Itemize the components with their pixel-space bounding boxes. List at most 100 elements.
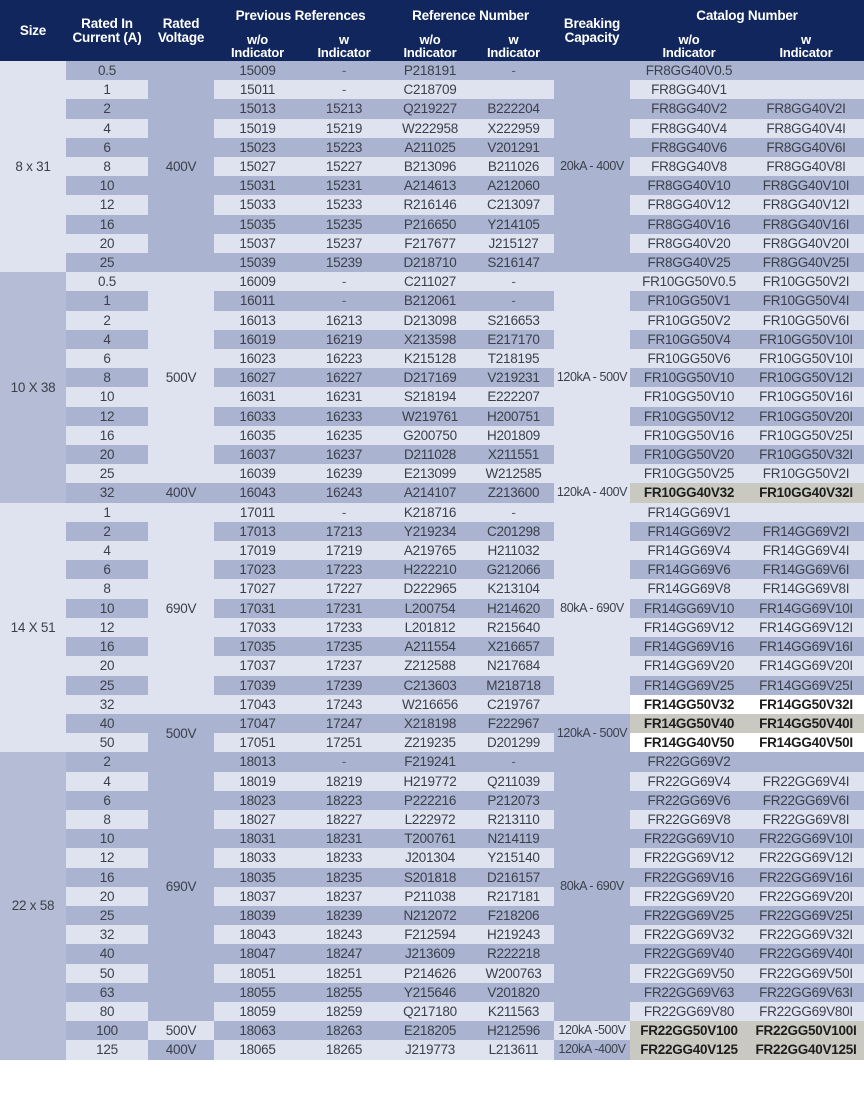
reference-number-wo-indicator-cell: X213598 bbox=[387, 329, 473, 350]
table-row: 10 15031 15231 A214613 A212060 FR8GG40V10 FR8G… bbox=[0, 176, 864, 196]
reference-number-w-indicator-cell: H200751 bbox=[473, 406, 554, 426]
previous-ref-w-indicator-cell: 16235 bbox=[301, 425, 387, 446]
rated-current-cell: 8 bbox=[66, 157, 148, 177]
previous-ref-wo-indicator-cell: 16037 bbox=[214, 445, 301, 465]
table-row: 12 18033 18233 J201304 Y215140 FR22GG69V12 FR2… bbox=[0, 848, 864, 868]
rated-current-cell: 63 bbox=[66, 982, 148, 1002]
previous-ref-w-indicator-cell: 16227 bbox=[301, 368, 387, 388]
catalog-w-indicator-cell: FR10GG50V25I bbox=[748, 425, 864, 446]
reference-number-w-indicator-cell: - bbox=[473, 272, 554, 292]
catalog-wo-indicator-cell: FR14GG69V2 bbox=[630, 521, 748, 542]
header-prev-wo-line2: Indicator bbox=[230, 45, 285, 60]
header-rated-voltage-line1: Rated bbox=[162, 15, 200, 31]
reference-number-wo-indicator-cell: W219761 bbox=[387, 406, 473, 426]
catalog-w-indicator-cell: FR22GG69V6I bbox=[748, 790, 864, 810]
rated-voltage-cell: 500V bbox=[148, 272, 214, 484]
rated-current-cell: 2 bbox=[66, 310, 148, 330]
previous-ref-wo-indicator-cell: 15023 bbox=[214, 137, 301, 158]
reference-number-w-indicator-cell: K211563 bbox=[473, 1001, 554, 1022]
reference-number-wo-indicator-cell: C218709 bbox=[387, 80, 473, 100]
table-row: 6 15023 15223 A211025 V201291 FR8GG40V6 FR8GG4… bbox=[0, 137, 864, 158]
table-row: 20 17037 17237 Z212588 N217684 FR14GG69V20 FR1… bbox=[0, 656, 864, 676]
rated-current-cell: 10 bbox=[66, 829, 148, 849]
previous-ref-wo-indicator-cell: 15037 bbox=[214, 233, 301, 254]
previous-ref-wo-indicator-cell: 18047 bbox=[214, 944, 301, 964]
reference-number-w-indicator-cell: S216147 bbox=[473, 253, 554, 273]
catalog-w-indicator-cell: FR10GG50V20I bbox=[748, 406, 864, 426]
catalog-wo-indicator-cell: FR22GG69V40 bbox=[630, 944, 748, 964]
table-row: 25 17039 17239 C213603 M218718 FR14GG69V25 FR1… bbox=[0, 675, 864, 695]
header-ref-w-line1: w bbox=[508, 31, 519, 47]
catalog-wo-indicator-cell: FR14GG69V25 bbox=[630, 675, 748, 695]
previous-ref-wo-indicator-cell: 16013 bbox=[214, 310, 301, 330]
catalog-w-indicator-cell: FR14GG40V50I bbox=[748, 733, 864, 753]
reference-number-wo-indicator-cell: Z212588 bbox=[387, 656, 473, 676]
reference-number-w-indicator-cell: E222207 bbox=[473, 387, 554, 407]
catalog-w-indicator-cell: FR8GG40V12I bbox=[748, 195, 864, 215]
table-row: 12 17033 17233 L201812 R215640 FR14GG69V12 FR1… bbox=[0, 617, 864, 638]
reference-number-w-indicator-cell: H212596 bbox=[473, 1021, 554, 1041]
reference-number-w-indicator-cell: J215127 bbox=[473, 233, 554, 254]
table-row: 25 18039 18239 N212072 F218206 FR22GG69V25 FR2… bbox=[0, 905, 864, 926]
previous-ref-w-indicator-cell: 16213 bbox=[301, 310, 387, 330]
reference-number-w-indicator-cell: C219767 bbox=[473, 694, 554, 714]
previous-ref-w-indicator-cell: 17237 bbox=[301, 656, 387, 676]
rated-current-cell: 2 bbox=[66, 521, 148, 542]
header-ref-w-line2: Indicator bbox=[486, 45, 541, 60]
table-row: 6 18023 18223 P222216 P212073 FR22GG69V6 FR22G… bbox=[0, 790, 864, 810]
reference-number-w-indicator-cell: H201809 bbox=[473, 425, 554, 446]
rated-current-cell: 1 bbox=[66, 502, 148, 522]
previous-ref-w-indicator-cell: 16243 bbox=[301, 483, 387, 503]
previous-ref-wo-indicator-cell: 16027 bbox=[214, 368, 301, 388]
reference-number-w-indicator-cell: Z213600 bbox=[473, 483, 554, 503]
catalog-wo-indicator-cell: FR8GG40V12 bbox=[630, 195, 748, 215]
previous-ref-w-indicator-cell: 18227 bbox=[301, 809, 387, 830]
size-cell: 8 x 31 bbox=[0, 61, 66, 273]
catalog-w-indicator-cell bbox=[748, 61, 864, 81]
catalog-w-indicator-cell: FR22GG69V63I bbox=[748, 982, 864, 1002]
reference-number-wo-indicator-cell: E218205 bbox=[387, 1021, 473, 1041]
rated-current-cell: 20 bbox=[66, 886, 148, 906]
reference-number-w-indicator-cell: H219243 bbox=[473, 925, 554, 945]
table-row: 2 15013 15213 Q219227 B222204 FR8GG40V2 FR8GG4… bbox=[0, 99, 864, 119]
table-row: 16 18035 18235 S201818 D216157 FR22GG69V16 FR2… bbox=[0, 867, 864, 887]
rated-voltage-cell: 400V bbox=[148, 1040, 214, 1060]
rated-current-cell: 6 bbox=[66, 560, 148, 580]
header-rated-voltage-line2: Voltage bbox=[157, 29, 205, 45]
catalog-w-indicator-cell: FR8GG40V10I bbox=[748, 176, 864, 196]
header-cat-w-line1: w bbox=[801, 31, 811, 47]
previous-ref-wo-indicator-cell: 18043 bbox=[214, 925, 301, 945]
reference-number-wo-indicator-cell: P214626 bbox=[387, 963, 473, 983]
rated-current-cell: 125 bbox=[66, 1040, 148, 1060]
reference-number-wo-indicator-cell: J219773 bbox=[387, 1040, 473, 1060]
catalog-w-indicator-cell: FR14GG69V20I bbox=[748, 656, 864, 676]
rated-voltage-cell: 690V bbox=[148, 752, 214, 1022]
reference-number-w-indicator-cell: - bbox=[473, 502, 554, 522]
catalog-w-indicator-cell: FR22GG69V40I bbox=[748, 944, 864, 964]
previous-ref-w-indicator-cell: 18233 bbox=[301, 848, 387, 868]
previous-ref-w-indicator-cell: - bbox=[301, 502, 387, 522]
previous-ref-wo-indicator-cell: 15035 bbox=[214, 214, 301, 234]
table-row: 14 X 51 1 690V 17011- K218716-80kA - 690V FR1… bbox=[0, 502, 864, 753]
rated-current-cell: 16 bbox=[66, 637, 148, 657]
breaking-capacity-cell: 80kA - 690V bbox=[554, 752, 630, 1022]
header-ref-wo-indicator: w/o Indicator bbox=[387, 31, 473, 61]
reference-number-wo-indicator-cell: J201304 bbox=[387, 848, 473, 868]
catalog-w-indicator-cell: FR10GG40V32I bbox=[748, 483, 864, 503]
previous-ref-w-indicator-cell: 15233 bbox=[301, 195, 387, 215]
table-row: 25 16039 16239 E213099 W212585 FR10GG50V25 FR1… bbox=[0, 464, 864, 484]
rated-current-cell: 12 bbox=[66, 848, 148, 868]
reference-number-w-indicator-cell: D216157 bbox=[473, 867, 554, 887]
previous-ref-w-indicator-cell: 18237 bbox=[301, 886, 387, 906]
previous-ref-w-indicator-cell: 18235 bbox=[301, 867, 387, 887]
previous-ref-w-indicator-cell: 18243 bbox=[301, 925, 387, 945]
catalog-wo-indicator-cell: FR22GG69V12 bbox=[630, 848, 748, 868]
breaking-capacity-cell: 120kA - 400V bbox=[554, 483, 630, 503]
table-row: 4 15019 15219 W222958 X222959 FR8GG40V4 FR8GG4… bbox=[0, 118, 864, 138]
reference-number-w-indicator-cell: B211026 bbox=[473, 157, 554, 177]
breaking-capacity-cell: 120kA - 500V bbox=[554, 272, 630, 484]
header-cat-wo-indicator: w/o Indicator bbox=[630, 31, 748, 61]
catalog-w-indicator-cell: FR8GG40V16I bbox=[748, 214, 864, 234]
header-reference-number: Reference Number bbox=[387, 0, 554, 31]
catalog-w-indicator-cell: FR10GG50V12I bbox=[748, 368, 864, 388]
